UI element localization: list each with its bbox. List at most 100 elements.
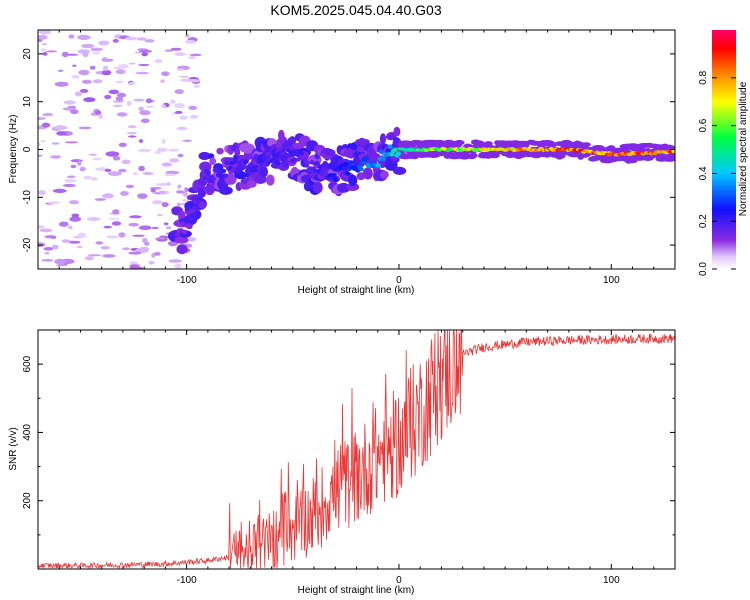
spectrogram-noise-blob <box>138 225 152 230</box>
spectrogram-noise-blob <box>148 260 155 265</box>
spectrogram-noise-blob <box>133 98 145 102</box>
spectrogram-noise-blob <box>64 141 78 144</box>
spectrogram-noise-blob <box>157 213 163 217</box>
spectrogram-halo-blob <box>454 140 465 146</box>
spectrogram-noise-blob <box>52 244 59 250</box>
spectrogram-halo-blob <box>385 133 397 141</box>
spectrogram-ridge-blob <box>380 156 386 162</box>
spectrogram-noise-blob <box>111 221 122 226</box>
spectrogram-noise-blob <box>118 142 127 147</box>
spectrogram-noise-blob <box>137 193 148 199</box>
colorbar-gradient <box>712 30 736 269</box>
spectrogram-noise-blob <box>64 179 77 183</box>
spectrogram-halo-blob <box>581 142 591 148</box>
spectrogram-noise-blob <box>94 198 107 201</box>
spectrogram-noise-blob <box>174 89 184 95</box>
spectrogram-noise-blob <box>102 254 116 258</box>
spectrogram-noise-blob <box>168 148 180 152</box>
spectrogram-halo-blob <box>393 166 407 175</box>
spectrogram-noise-blob <box>177 184 182 189</box>
spectrogram-noise-blob <box>95 110 102 115</box>
spectrogram-noise-blob <box>126 100 132 107</box>
spectrogram-noise-blob <box>125 36 137 41</box>
spectrogram-noise-blob <box>116 96 123 102</box>
spectrogram-ridge-blob <box>294 148 300 154</box>
spectrogram-noise-blob <box>74 91 82 97</box>
spectrogram-noise-blob <box>120 191 129 196</box>
spectrogram-halo-blob <box>522 142 530 148</box>
spectrogram-noise-blob <box>87 217 101 221</box>
spectrogram-ridge-blob <box>341 165 347 171</box>
spectrogram-noise-blob <box>81 43 95 49</box>
spectrogram-halo-blob <box>357 138 370 145</box>
spectrogram-noise-blob <box>39 228 53 233</box>
spectrogram-noise-blob <box>41 122 51 128</box>
spectrogram-noise-blob <box>174 110 183 114</box>
spectrogram-halo-blob <box>216 147 224 155</box>
spectrogram-noise-blob <box>103 225 112 229</box>
spectrogram-noise-blob <box>179 75 190 78</box>
spectrogram-noise-blob <box>127 125 137 129</box>
spectrogram-ridge-blob <box>389 152 395 157</box>
spectrogram-ridge-blob <box>205 171 211 176</box>
spectrogram-noise-blob <box>168 259 182 263</box>
spectrogram-noise-blob <box>38 34 48 40</box>
spectrogram-y-label: Frequency (Hz) <box>8 115 19 184</box>
spectrogram-noise-blob <box>135 71 149 75</box>
spectrogram-halo-blob <box>266 174 275 186</box>
spectrogram-ridge-blob <box>319 171 325 176</box>
spectrogram-noise-blob <box>46 201 61 205</box>
spectrogram-ridge-blob <box>221 168 227 174</box>
spectrogram-noise-blob <box>70 164 77 169</box>
spectrogram-ridge-blob <box>280 151 286 156</box>
spectrogram-noise-blob <box>138 139 144 143</box>
spectrogram-noise-blob <box>78 126 92 130</box>
spectrogram-halo-blob <box>657 156 664 162</box>
snr-x-label: Height of straight line (km) <box>298 585 415 596</box>
spectrogram-ridge-blob <box>210 176 216 182</box>
spectrogram-noise-blob <box>107 171 122 177</box>
spectrogram-noise-blob <box>91 177 98 181</box>
spectrogram-noise-blob <box>155 183 170 186</box>
spectrogram-noise-blob <box>176 126 188 131</box>
spectrogram-noise-blob <box>144 39 155 43</box>
spectrogram-noise-blob <box>165 226 172 230</box>
spectrogram-halo-blob <box>400 153 410 159</box>
spectrogram-ridge-blob <box>236 168 242 173</box>
colorbar-tick-label: 0.2 <box>698 214 709 228</box>
spectrogram-noise-blob <box>115 69 126 75</box>
spectrogram-y-tick-label: -20 <box>22 237 33 252</box>
spectrogram-noise-blob <box>83 97 96 103</box>
spectrogram-noise-blob <box>176 68 185 71</box>
spectrogram-data <box>38 30 675 269</box>
spectrogram-noise-blob <box>136 37 147 41</box>
spectrogram-halo-blob <box>379 133 387 145</box>
spectrogram-halo-blob <box>288 136 297 146</box>
spectrogram-noise-blob <box>174 263 182 269</box>
spectrogram-x-ticks: -100 0 100 <box>58 30 676 286</box>
spectrogram-noise-blob <box>53 125 68 130</box>
colorbar: 0.0 0.2 0.4 0.6 0.8 Normalized spectral ampl… <box>698 30 749 276</box>
spectrogram-ridge-blob <box>217 173 223 179</box>
spectrogram-noise-blob <box>128 62 136 65</box>
spectrogram-halo-blob <box>313 181 323 194</box>
spectrogram-noise-blob <box>89 65 96 70</box>
spectrogram-noise-blob <box>41 43 48 46</box>
spectrogram-y-tick-label: 20 <box>22 48 33 60</box>
spectrogram-noise-blob <box>139 110 151 116</box>
spectrogram-ridge-blob <box>671 149 675 153</box>
spectrogram-noise-blob <box>45 50 58 53</box>
snr-y-ticks: 200 400 600 <box>22 329 675 536</box>
spectrogram-halo-blob <box>336 182 351 193</box>
spectrogram-noise-blob <box>132 234 145 237</box>
spectrogram-halo-blob <box>469 153 478 158</box>
spectrogram-noise-blob <box>87 254 102 257</box>
spectrogram-noise-blob <box>152 200 163 205</box>
spectrogram-noise-blob <box>118 232 126 238</box>
spectrogram-halo-blob <box>662 144 675 150</box>
spectrogram-noise-blob <box>125 184 135 189</box>
spectrogram-noise-blob <box>174 52 186 57</box>
spectrogram-ridge-blob <box>200 181 206 186</box>
spectrogram-noise-blob <box>113 66 125 70</box>
